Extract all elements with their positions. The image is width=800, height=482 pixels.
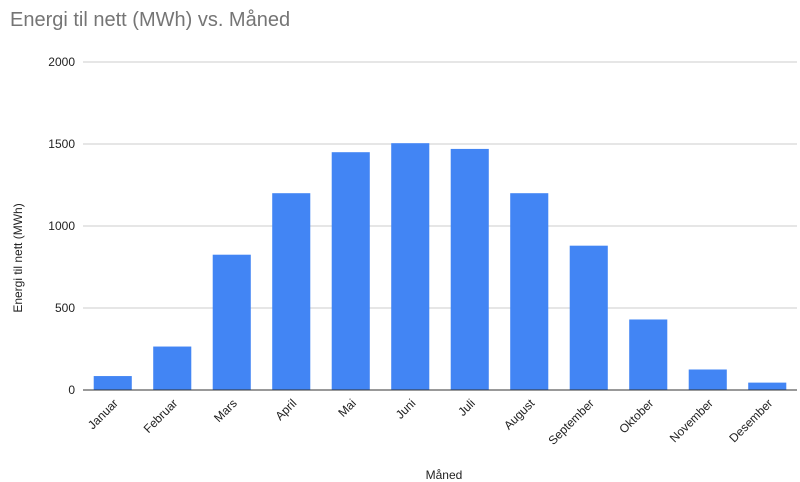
y-tick-label: 1000 xyxy=(48,219,75,233)
chart-title: Energi til nett (MWh) vs. Måned xyxy=(10,9,291,31)
x-tick-label: November xyxy=(667,396,716,445)
x-tick-label: Oktober xyxy=(616,396,656,436)
bar-april xyxy=(272,193,311,390)
x-tick-label: Juli xyxy=(455,396,478,419)
bar-august xyxy=(510,193,549,390)
bar-januar xyxy=(93,376,132,390)
bar-september xyxy=(569,245,608,390)
bar-november xyxy=(688,369,727,390)
x-tick-label: Desember xyxy=(726,396,775,445)
bar-desember xyxy=(748,382,787,390)
bar-mars xyxy=(212,254,251,390)
bar-februar xyxy=(153,346,192,390)
x-tick-label: August xyxy=(501,396,538,433)
gridlines xyxy=(83,61,797,309)
y-tick-label: 0 xyxy=(68,383,75,397)
x-tick-label: Juni xyxy=(393,396,418,421)
x-tick-label: Februar xyxy=(141,396,181,436)
bar-juli xyxy=(450,148,489,390)
bar-mai xyxy=(331,152,370,390)
x-tick-label: Mai xyxy=(335,396,359,420)
y-tick-label: 2000 xyxy=(48,55,75,69)
bar-juni xyxy=(391,143,430,390)
x-axis-title: Måned xyxy=(426,468,463,482)
x-tick-label: Januar xyxy=(85,396,121,432)
y-tick-label: 1500 xyxy=(48,137,75,151)
bars xyxy=(93,143,787,390)
x-tick-label: Mars xyxy=(211,396,240,425)
bar-oktober xyxy=(629,319,668,390)
y-tick-label: 500 xyxy=(55,301,75,315)
y-axis-title: Energi til nett (MWh) xyxy=(11,203,25,312)
x-tick-label: April xyxy=(272,396,299,423)
x-tick-label: September xyxy=(545,396,596,447)
